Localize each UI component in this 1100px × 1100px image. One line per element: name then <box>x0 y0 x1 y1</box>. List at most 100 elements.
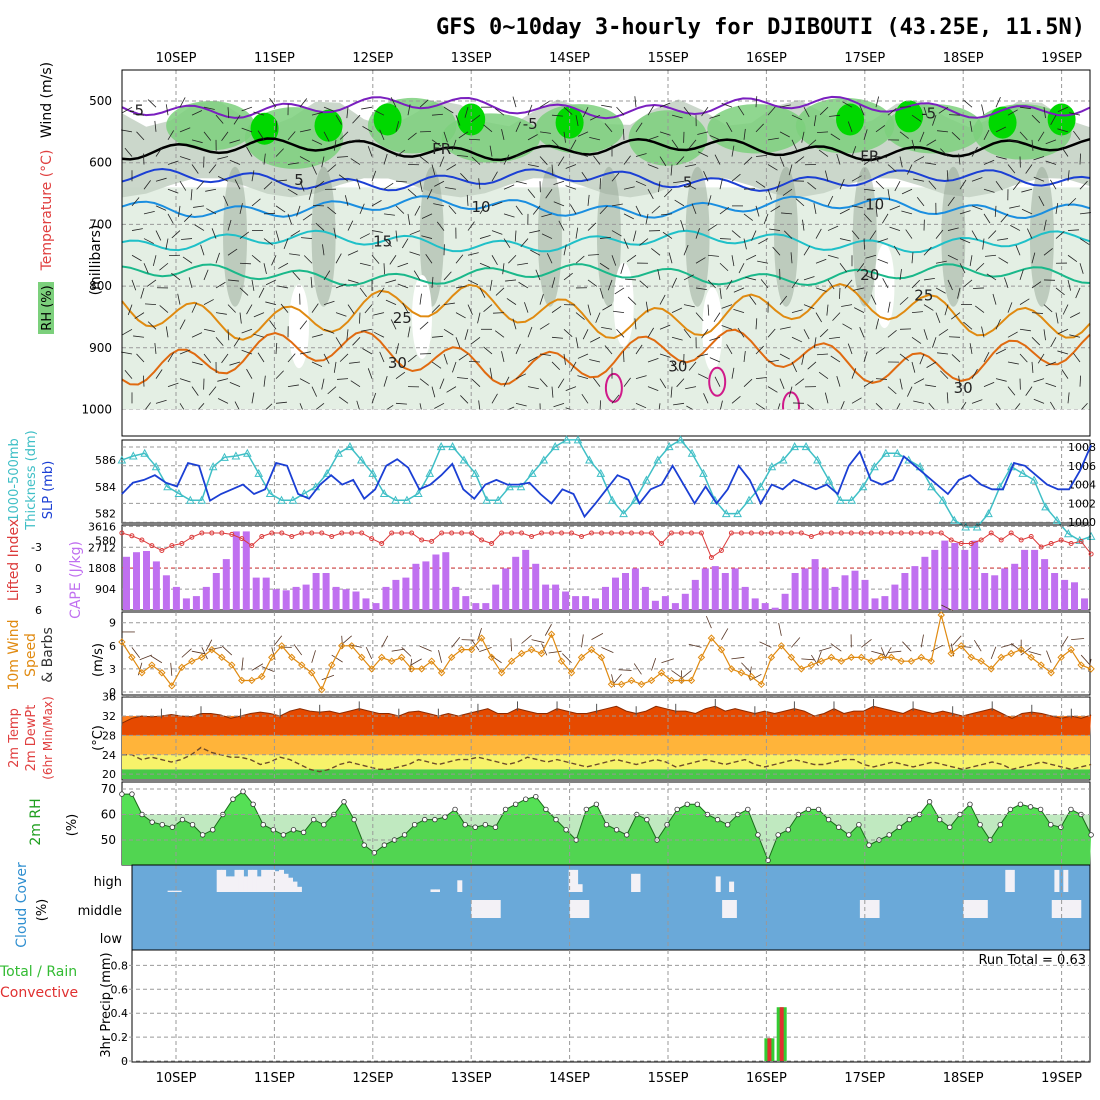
wind-barb-10m <box>410 658 422 666</box>
wind-speed-point <box>248 676 256 685</box>
lifted-index-point <box>369 536 375 542</box>
wind-speed-point <box>1017 645 1025 654</box>
wind-speed-point <box>977 657 985 665</box>
wind-barb <box>395 371 406 379</box>
rh2m-tick-label: 60 <box>101 808 116 822</box>
wind-barb <box>233 114 241 125</box>
wind-barb-10m <box>884 647 892 659</box>
wind-barb <box>275 120 278 132</box>
thickness-point <box>265 488 275 497</box>
wind-barb <box>807 139 817 148</box>
wind-barb <box>788 164 793 176</box>
lifted-index-point <box>569 530 575 536</box>
thickness-point <box>676 435 685 444</box>
wind-barb <box>436 221 445 231</box>
wind-barb <box>557 156 565 167</box>
wind-barb <box>635 375 647 380</box>
wind-barb <box>842 101 853 108</box>
wind-barb <box>914 156 925 163</box>
cape-tick-label: 3616 <box>88 520 116 533</box>
wind-barb <box>191 110 203 116</box>
wind-barb <box>1079 180 1088 190</box>
wind-speed-point <box>218 653 226 662</box>
wind-barb <box>829 336 841 340</box>
date-label-bottom: 14SEP <box>549 1071 590 1086</box>
cape-bar <box>661 596 669 610</box>
lifted-index-point <box>429 538 435 544</box>
isotherm-label: 5 <box>683 173 693 191</box>
thickness-point <box>619 509 628 518</box>
wind-barb <box>779 326 791 330</box>
wind-barb <box>177 293 181 305</box>
thickness-point <box>151 462 161 471</box>
thickness-point <box>459 455 469 464</box>
wind-barb <box>203 328 215 332</box>
wind-barb <box>524 302 529 313</box>
thickness-point <box>778 455 788 464</box>
wind-barb <box>923 246 932 256</box>
wind-barb <box>211 228 217 239</box>
wind-barb <box>395 180 408 183</box>
rh2m-point <box>714 816 721 823</box>
wind-barb <box>688 139 697 149</box>
wind-barb <box>623 350 625 362</box>
cape-bar <box>971 540 979 610</box>
wind-barb <box>527 386 539 390</box>
wind-barb <box>165 104 169 116</box>
wind-barb <box>674 199 685 207</box>
rh2m-axis-title: 2m RH <box>28 798 44 845</box>
wind-barb <box>743 378 753 387</box>
wind-barb <box>503 238 511 249</box>
wind-barb <box>350 380 361 387</box>
wind-barb <box>842 323 853 330</box>
rh2m-point <box>1058 824 1064 830</box>
wind-barb <box>983 188 995 193</box>
wind-barb-10m <box>601 646 614 654</box>
wind-barb <box>539 101 550 108</box>
wind-barb <box>819 329 829 338</box>
wind-barb <box>178 205 181 217</box>
lifted-index-point <box>658 541 664 546</box>
wind-barb <box>830 355 841 363</box>
wind-barb <box>683 106 692 117</box>
cloud-middle-block <box>569 900 590 918</box>
wind-barb <box>887 107 897 116</box>
wind-barb <box>995 180 1003 191</box>
wind-barb <box>611 394 620 404</box>
wind-barb <box>1057 106 1069 113</box>
wind-barb-10m <box>208 646 222 651</box>
rh2m-point <box>523 796 529 802</box>
wind-barb <box>1067 392 1070 404</box>
wind-barb <box>870 294 877 305</box>
lifted-index-point <box>229 531 235 537</box>
cape-bar <box>701 568 709 610</box>
dry-patch <box>613 262 634 347</box>
panel-frame <box>131 949 1091 1063</box>
wind-barb <box>703 393 709 404</box>
wind-barb <box>299 320 308 330</box>
wind-barb <box>901 210 913 215</box>
wind-barb <box>981 104 985 116</box>
wind-barb <box>217 378 229 382</box>
thickness-point <box>847 495 856 504</box>
wind-barb <box>431 276 434 288</box>
cloud-high-block <box>573 869 579 892</box>
wind-barb <box>551 305 562 313</box>
wind-barb <box>352 114 361 124</box>
lifted-index-point <box>678 530 684 536</box>
rh-saturated-blob <box>988 106 1017 139</box>
cape-bar <box>322 573 330 610</box>
wind-barb <box>935 287 946 294</box>
wind-barb <box>155 205 167 211</box>
rh-column <box>537 166 562 307</box>
wind-barb <box>889 226 901 231</box>
wind-barb <box>277 285 289 289</box>
wind-barb <box>951 354 961 363</box>
thickness-point <box>402 495 412 504</box>
wind-barb <box>506 298 517 305</box>
lifted-index-point <box>788 530 794 536</box>
wind-speed-point <box>697 653 706 662</box>
lifted-index-point <box>718 548 724 553</box>
lifted-index-point <box>608 530 614 536</box>
lifted-index-point <box>998 537 1004 543</box>
